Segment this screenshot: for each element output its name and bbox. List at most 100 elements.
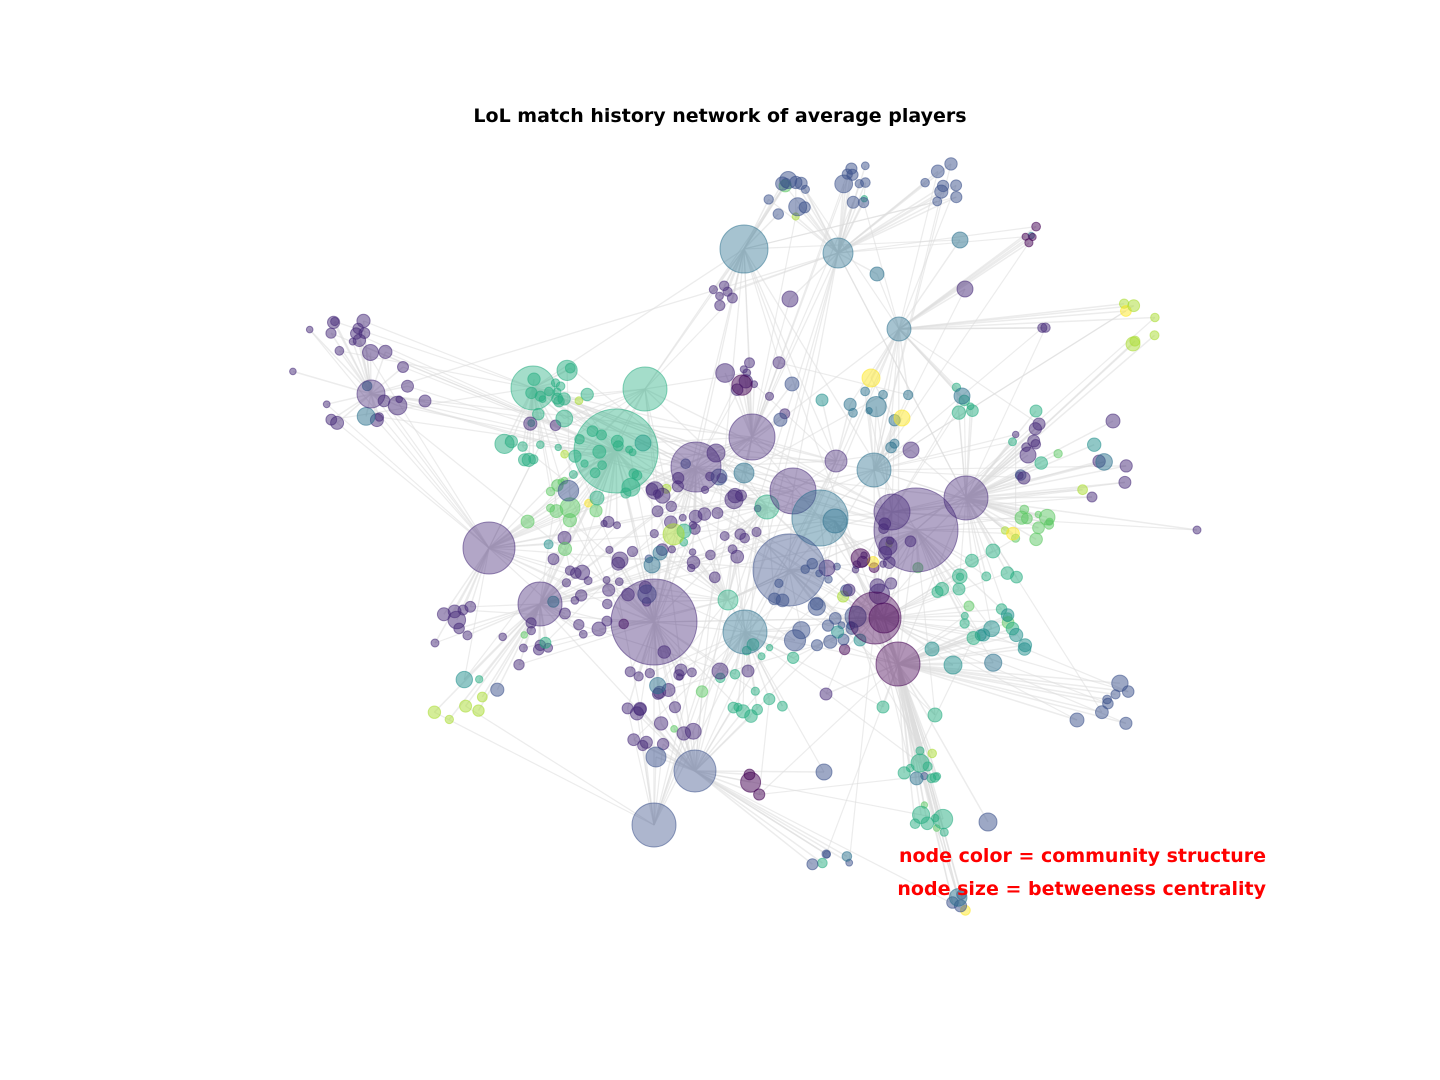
edge	[873, 242, 1030, 471]
edge	[636, 713, 655, 826]
node	[884, 577, 898, 590]
node	[843, 397, 857, 411]
edge	[965, 423, 1040, 499]
node	[568, 470, 578, 479]
node	[740, 771, 762, 793]
node	[858, 197, 870, 209]
node	[521, 452, 536, 467]
node	[611, 551, 629, 569]
edge	[695, 466, 917, 531]
node	[544, 386, 554, 397]
edge	[488, 547, 576, 601]
node	[950, 179, 963, 192]
edge	[788, 569, 899, 665]
hub-node	[873, 493, 911, 531]
node	[605, 545, 614, 555]
node	[1105, 413, 1121, 429]
node	[951, 231, 969, 249]
node	[1119, 459, 1133, 473]
node	[462, 630, 473, 641]
edge	[837, 182, 867, 254]
node	[909, 771, 924, 786]
node	[459, 699, 473, 713]
edge	[800, 182, 900, 330]
node	[823, 634, 838, 649]
edge	[488, 510, 557, 549]
hub-node	[670, 441, 722, 493]
hub-node	[791, 489, 849, 547]
node	[708, 285, 719, 295]
node	[527, 372, 541, 386]
edge	[897, 663, 1078, 721]
edge	[376, 419, 490, 549]
edge	[671, 505, 768, 508]
node	[1077, 484, 1088, 496]
node	[815, 393, 829, 407]
node	[876, 700, 890, 714]
edge	[633, 436, 753, 475]
node	[1150, 312, 1160, 323]
edge	[897, 663, 1103, 713]
node	[498, 632, 508, 642]
node	[525, 386, 538, 400]
edge	[898, 288, 966, 330]
node	[885, 441, 897, 454]
edge	[897, 663, 922, 816]
edge	[694, 770, 825, 773]
node	[966, 404, 979, 418]
node	[624, 666, 636, 678]
edge	[619, 559, 655, 623]
node	[517, 441, 528, 452]
edge	[330, 393, 372, 421]
node	[757, 652, 766, 661]
node	[815, 763, 833, 781]
edge	[751, 252, 839, 438]
edge	[873, 465, 1127, 471]
node	[897, 766, 911, 780]
edge	[653, 621, 682, 671]
node	[934, 581, 950, 597]
hub-node	[722, 609, 768, 655]
edge	[336, 422, 490, 549]
edge	[657, 693, 696, 772]
edge	[488, 547, 790, 571]
node	[602, 598, 613, 610]
edge	[358, 339, 490, 549]
edge	[873, 433, 1016, 471]
node	[513, 659, 525, 671]
node	[494, 433, 515, 454]
hub-node	[622, 366, 668, 412]
edge	[897, 615, 966, 665]
node	[715, 363, 735, 383]
node	[893, 409, 911, 427]
node	[705, 549, 716, 561]
node	[667, 545, 677, 554]
edge	[488, 388, 646, 549]
edge	[821, 399, 837, 462]
node	[920, 177, 930, 188]
node	[724, 490, 744, 510]
node	[746, 638, 760, 651]
edge	[723, 248, 745, 287]
node	[818, 559, 836, 577]
node	[684, 722, 702, 740]
edge	[766, 506, 917, 531]
edge	[383, 400, 490, 549]
edge	[897, 644, 1026, 665]
node	[1019, 446, 1037, 464]
edge	[694, 770, 850, 864]
edge	[615, 450, 917, 531]
node	[984, 653, 1003, 672]
node	[775, 593, 790, 608]
edge	[434, 547, 490, 644]
edge	[694, 770, 966, 911]
node	[602, 583, 616, 597]
edge	[788, 460, 837, 571]
node	[575, 589, 588, 602]
edge	[874, 617, 1026, 646]
node	[330, 415, 345, 430]
node	[834, 174, 854, 194]
edge	[915, 529, 936, 716]
edge	[627, 708, 655, 826]
edge	[837, 190, 942, 254]
